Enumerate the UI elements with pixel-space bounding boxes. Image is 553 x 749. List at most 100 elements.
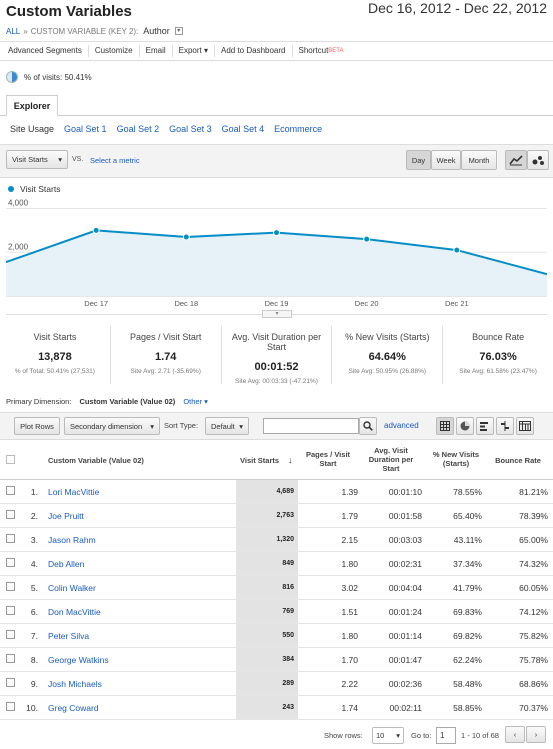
- line-chart-button[interactable]: [505, 150, 527, 170]
- subtab-goal-set-3[interactable]: Goal Set 3: [169, 124, 212, 134]
- table-row: 6. Don MacVittie 769 1.51 00:01:24 69.83% 74.1…: [0, 600, 553, 624]
- dimension-link[interactable]: Joe Pruitt: [48, 511, 84, 521]
- row-checkbox[interactable]: [6, 630, 15, 639]
- row-checkbox[interactable]: [6, 654, 15, 663]
- row-checkbox[interactable]: [6, 510, 15, 519]
- dimension-link[interactable]: George Watkins: [48, 655, 109, 665]
- performance-view-button[interactable]: [476, 417, 494, 435]
- dimension-link[interactable]: Colin Walker: [48, 583, 96, 593]
- comparison-view-button[interactable]: [496, 417, 514, 435]
- select-metric-link[interactable]: Select a metric: [90, 156, 140, 165]
- cell-new-visits: 65.40%: [453, 511, 482, 521]
- metric-selector[interactable]: Visit Starts ▾: [6, 150, 68, 169]
- subtab-ecommerce[interactable]: Ecommerce: [274, 124, 323, 134]
- other-dimension-link[interactable]: Other ▾: [183, 397, 208, 406]
- advanced-segments-button[interactable]: Advanced Segments: [2, 45, 89, 57]
- next-page-button[interactable]: ›: [526, 726, 546, 743]
- subtab-goal-set-2[interactable]: Goal Set 2: [116, 124, 160, 134]
- column-header-duration[interactable]: Avg. Visit Duration per Start: [368, 446, 414, 473]
- cell-new-visits: 58.48%: [453, 679, 482, 689]
- data-point: [363, 235, 371, 243]
- customize-button[interactable]: Customize: [89, 45, 140, 57]
- row-checkbox[interactable]: [6, 678, 15, 687]
- column-header-pages-visit[interactable]: Pages / Visit Start: [305, 450, 351, 468]
- pivot-view-button[interactable]: [516, 417, 534, 435]
- dimension-link[interactable]: Jason Rahm: [48, 535, 96, 545]
- row-checkbox[interactable]: [6, 582, 15, 591]
- advanced-filter-link[interactable]: advanced: [384, 421, 419, 430]
- x-tick-label: Dec 18: [174, 299, 198, 308]
- percentage-view-button[interactable]: [456, 417, 474, 435]
- bar-list-icon: [480, 422, 488, 431]
- kpi-value: 1.74: [154, 351, 177, 363]
- search-button[interactable]: [359, 417, 377, 435]
- dimension-link[interactable]: Deb Allen: [48, 559, 85, 569]
- report-toolbar: Advanced Segments Customize Email Export…: [0, 41, 553, 61]
- table-view-button[interactable]: [436, 417, 454, 435]
- plot-rows-button[interactable]: Plot Rows: [14, 417, 60, 435]
- row-checkbox[interactable]: [6, 558, 15, 567]
- breadcrumb-selected-value: Author: [143, 26, 170, 36]
- chevron-down-icon: ▾: [396, 731, 400, 740]
- add-to-dashboard-button[interactable]: Add to Dashboard: [215, 45, 293, 57]
- table-row: 8. George Watkins 384 1.70 00:01:47 62.24% 75.…: [0, 648, 553, 672]
- select-all-checkbox[interactable]: [6, 455, 15, 464]
- line-chart-icon: [509, 155, 523, 166]
- dimension-link[interactable]: Greg Coward: [48, 703, 99, 713]
- month-button[interactable]: Month: [461, 150, 497, 170]
- day-button[interactable]: Day: [406, 150, 431, 170]
- dimension-link[interactable]: Peter Silva: [48, 631, 90, 641]
- previous-page-button[interactable]: ‹: [505, 726, 525, 743]
- cell-visit-starts: 769: [236, 600, 298, 623]
- sort-arrow-icon: ↓: [288, 455, 293, 465]
- cell-visit-starts: 550: [236, 624, 298, 647]
- subtab-goal-set-1[interactable]: Goal Set 1: [64, 124, 107, 134]
- search-icon: [363, 421, 373, 431]
- subtab-site-usage[interactable]: Site Usage: [10, 124, 55, 134]
- table-row: 10. Greg Coward 243 1.74 00:02:11 58.85% 70.37…: [0, 696, 553, 720]
- breadcrumb-all-link[interactable]: ALL: [6, 26, 21, 36]
- kpi-label: Visit Starts: [33, 332, 77, 342]
- row-checkbox[interactable]: [6, 534, 15, 543]
- legend-dot: [8, 186, 14, 192]
- kpi-sub: Site Avg: 00:03:33 (-47.21%): [234, 378, 318, 385]
- data-point: [92, 226, 100, 234]
- kpi-label: Bounce Rate: [472, 332, 525, 342]
- row-checkbox[interactable]: [6, 486, 15, 495]
- column-header-new-visits[interactable]: % New Visits (Starts): [432, 450, 480, 468]
- week-button[interactable]: Week: [431, 150, 461, 170]
- pie-chart-icon: [6, 71, 18, 83]
- metric-selector-label: Visit Starts: [12, 155, 48, 164]
- column-header-visit-starts[interactable]: Visit Starts: [240, 456, 280, 465]
- dimension-link[interactable]: Don MacVittie: [48, 607, 101, 617]
- secondary-dimension-dropdown[interactable]: Secondary dimension ▾: [64, 417, 160, 435]
- cell-pages-visit: 1.74: [341, 703, 358, 713]
- column-header-dimension[interactable]: Custom Variable (Value 02): [48, 456, 144, 465]
- tab-explorer[interactable]: Explorer: [6, 95, 58, 116]
- show-rows-select[interactable]: 10 ▾: [372, 727, 404, 744]
- data-point: [453, 246, 461, 254]
- cell-duration: 00:02:36: [388, 679, 422, 689]
- export-button[interactable]: Export ▾: [173, 45, 215, 57]
- subtab-goal-set-4[interactable]: Goal Set 4: [221, 124, 265, 134]
- breadcrumb-dropdown-icon[interactable]: ▾: [174, 27, 183, 35]
- cell-new-visits: 69.82%: [453, 631, 482, 641]
- column-header-bounce-rate[interactable]: Bounce Rate: [495, 456, 541, 465]
- email-button[interactable]: Email: [140, 45, 173, 57]
- row-checkbox[interactable]: [6, 606, 15, 615]
- cell-pages-visit: 2.22: [341, 679, 358, 689]
- x-tick-label: Dec 21: [445, 299, 469, 308]
- shortcut-button[interactable]: ShortcutBETA: [293, 45, 350, 57]
- dimension-link[interactable]: Josh Michaels: [48, 679, 102, 689]
- cell-bounce-rate: 60.05%: [519, 583, 548, 593]
- table-search-input[interactable]: [263, 418, 359, 434]
- cell-duration: 00:03:03: [388, 535, 422, 545]
- sort-type-dropdown[interactable]: Default ▾: [205, 417, 249, 435]
- cell-pages-visit: 1.79: [341, 511, 358, 521]
- date-range-selector[interactable]: Dec 16, 2012 - Dec 22, 2012: [367, 0, 547, 16]
- motion-chart-button[interactable]: [527, 150, 549, 170]
- dimension-link[interactable]: Lori MacVittie: [48, 487, 100, 497]
- chart-resize-handle[interactable]: ▾: [262, 310, 292, 318]
- row-checkbox[interactable]: [6, 702, 15, 711]
- goto-page-input[interactable]: 1: [436, 727, 456, 744]
